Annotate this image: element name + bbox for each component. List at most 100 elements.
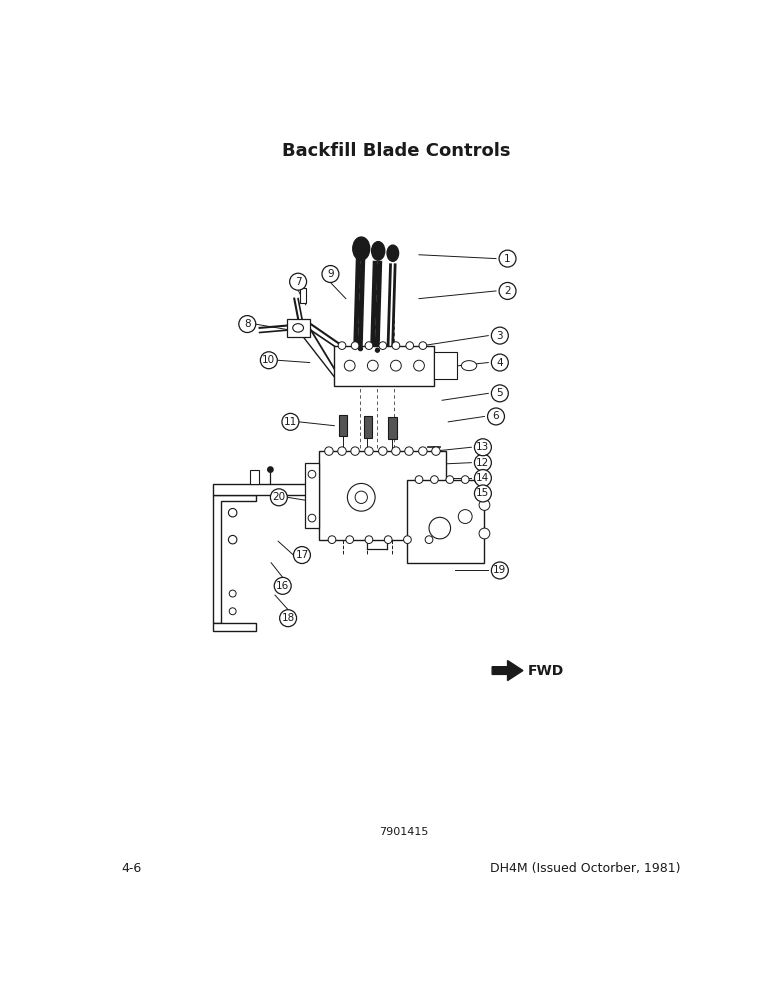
Circle shape [339, 342, 346, 349]
Circle shape [379, 342, 387, 349]
Circle shape [491, 385, 509, 402]
Circle shape [239, 316, 256, 333]
Circle shape [446, 476, 454, 483]
Text: 3: 3 [497, 331, 503, 341]
Circle shape [419, 447, 427, 455]
Ellipse shape [371, 242, 385, 260]
Circle shape [415, 476, 423, 483]
Circle shape [488, 408, 505, 425]
Bar [339, 415, 347, 436]
Circle shape [474, 470, 491, 487]
Text: 7: 7 [295, 277, 301, 287]
Circle shape [491, 327, 509, 344]
Ellipse shape [292, 324, 303, 332]
Circle shape [431, 447, 440, 455]
Circle shape [229, 508, 237, 517]
Circle shape [392, 342, 399, 349]
Text: 4: 4 [497, 358, 503, 368]
Circle shape [479, 528, 490, 539]
Circle shape [403, 536, 411, 544]
Bar [250, 470, 259, 484]
Text: 20: 20 [272, 492, 285, 502]
Text: 13: 13 [477, 442, 490, 452]
Ellipse shape [353, 237, 370, 260]
Circle shape [419, 342, 427, 349]
Circle shape [338, 447, 346, 455]
Circle shape [359, 289, 363, 293]
Circle shape [328, 536, 336, 544]
Text: 16: 16 [276, 581, 289, 591]
Circle shape [375, 266, 379, 270]
Circle shape [359, 335, 363, 339]
Circle shape [474, 454, 491, 471]
Circle shape [261, 352, 278, 369]
Circle shape [359, 312, 363, 316]
Circle shape [359, 264, 363, 268]
Circle shape [491, 562, 509, 579]
Ellipse shape [461, 361, 477, 371]
Circle shape [324, 447, 333, 455]
Circle shape [474, 439, 491, 456]
Circle shape [344, 360, 355, 371]
Text: 11: 11 [284, 417, 297, 427]
Circle shape [499, 250, 516, 267]
Bar [286, 319, 310, 337]
Circle shape [459, 510, 472, 523]
Text: 5: 5 [497, 388, 503, 398]
Circle shape [359, 276, 363, 280]
Circle shape [282, 413, 299, 430]
Text: 6: 6 [493, 411, 499, 421]
Circle shape [367, 360, 378, 371]
Circle shape [375, 337, 379, 341]
Circle shape [365, 342, 373, 349]
Text: DH4M (Issued Octorber, 1981): DH4M (Issued Octorber, 1981) [491, 862, 681, 875]
Text: 10: 10 [262, 355, 275, 365]
Circle shape [431, 476, 438, 483]
Circle shape [275, 577, 291, 594]
Ellipse shape [387, 245, 399, 261]
Circle shape [293, 547, 310, 564]
Text: 14: 14 [477, 473, 490, 483]
Text: 17: 17 [296, 550, 309, 560]
Bar [335, 346, 434, 386]
Text: 2: 2 [504, 286, 511, 296]
Bar [363, 416, 372, 438]
Circle shape [346, 536, 353, 544]
Circle shape [375, 277, 379, 281]
Circle shape [229, 535, 237, 544]
Text: 8: 8 [244, 319, 250, 329]
Circle shape [378, 447, 387, 455]
Circle shape [229, 590, 236, 597]
Circle shape [375, 348, 379, 352]
Text: 4-6: 4-6 [121, 862, 141, 875]
Circle shape [268, 467, 273, 472]
Bar [388, 417, 397, 439]
Circle shape [351, 342, 359, 349]
Circle shape [359, 347, 363, 351]
Circle shape [308, 514, 316, 522]
Circle shape [359, 324, 363, 328]
Circle shape [279, 610, 296, 627]
Circle shape [347, 483, 375, 511]
Circle shape [359, 301, 363, 305]
Circle shape [355, 491, 367, 503]
Text: 19: 19 [493, 565, 506, 575]
Circle shape [308, 470, 316, 478]
Circle shape [271, 489, 287, 506]
Circle shape [289, 273, 307, 290]
Bar [319, 451, 446, 540]
Circle shape [479, 500, 490, 510]
Text: FWD: FWD [527, 664, 564, 678]
Circle shape [365, 536, 373, 544]
Text: 9: 9 [327, 269, 334, 279]
Circle shape [425, 536, 433, 544]
Circle shape [375, 314, 379, 318]
Circle shape [322, 266, 339, 282]
Circle shape [375, 303, 379, 307]
Polygon shape [214, 495, 256, 623]
Circle shape [365, 447, 373, 455]
Text: 12: 12 [477, 458, 490, 468]
Text: Backfill Blade Controls: Backfill Blade Controls [282, 142, 510, 160]
Bar [214, 623, 256, 631]
Circle shape [461, 476, 469, 483]
